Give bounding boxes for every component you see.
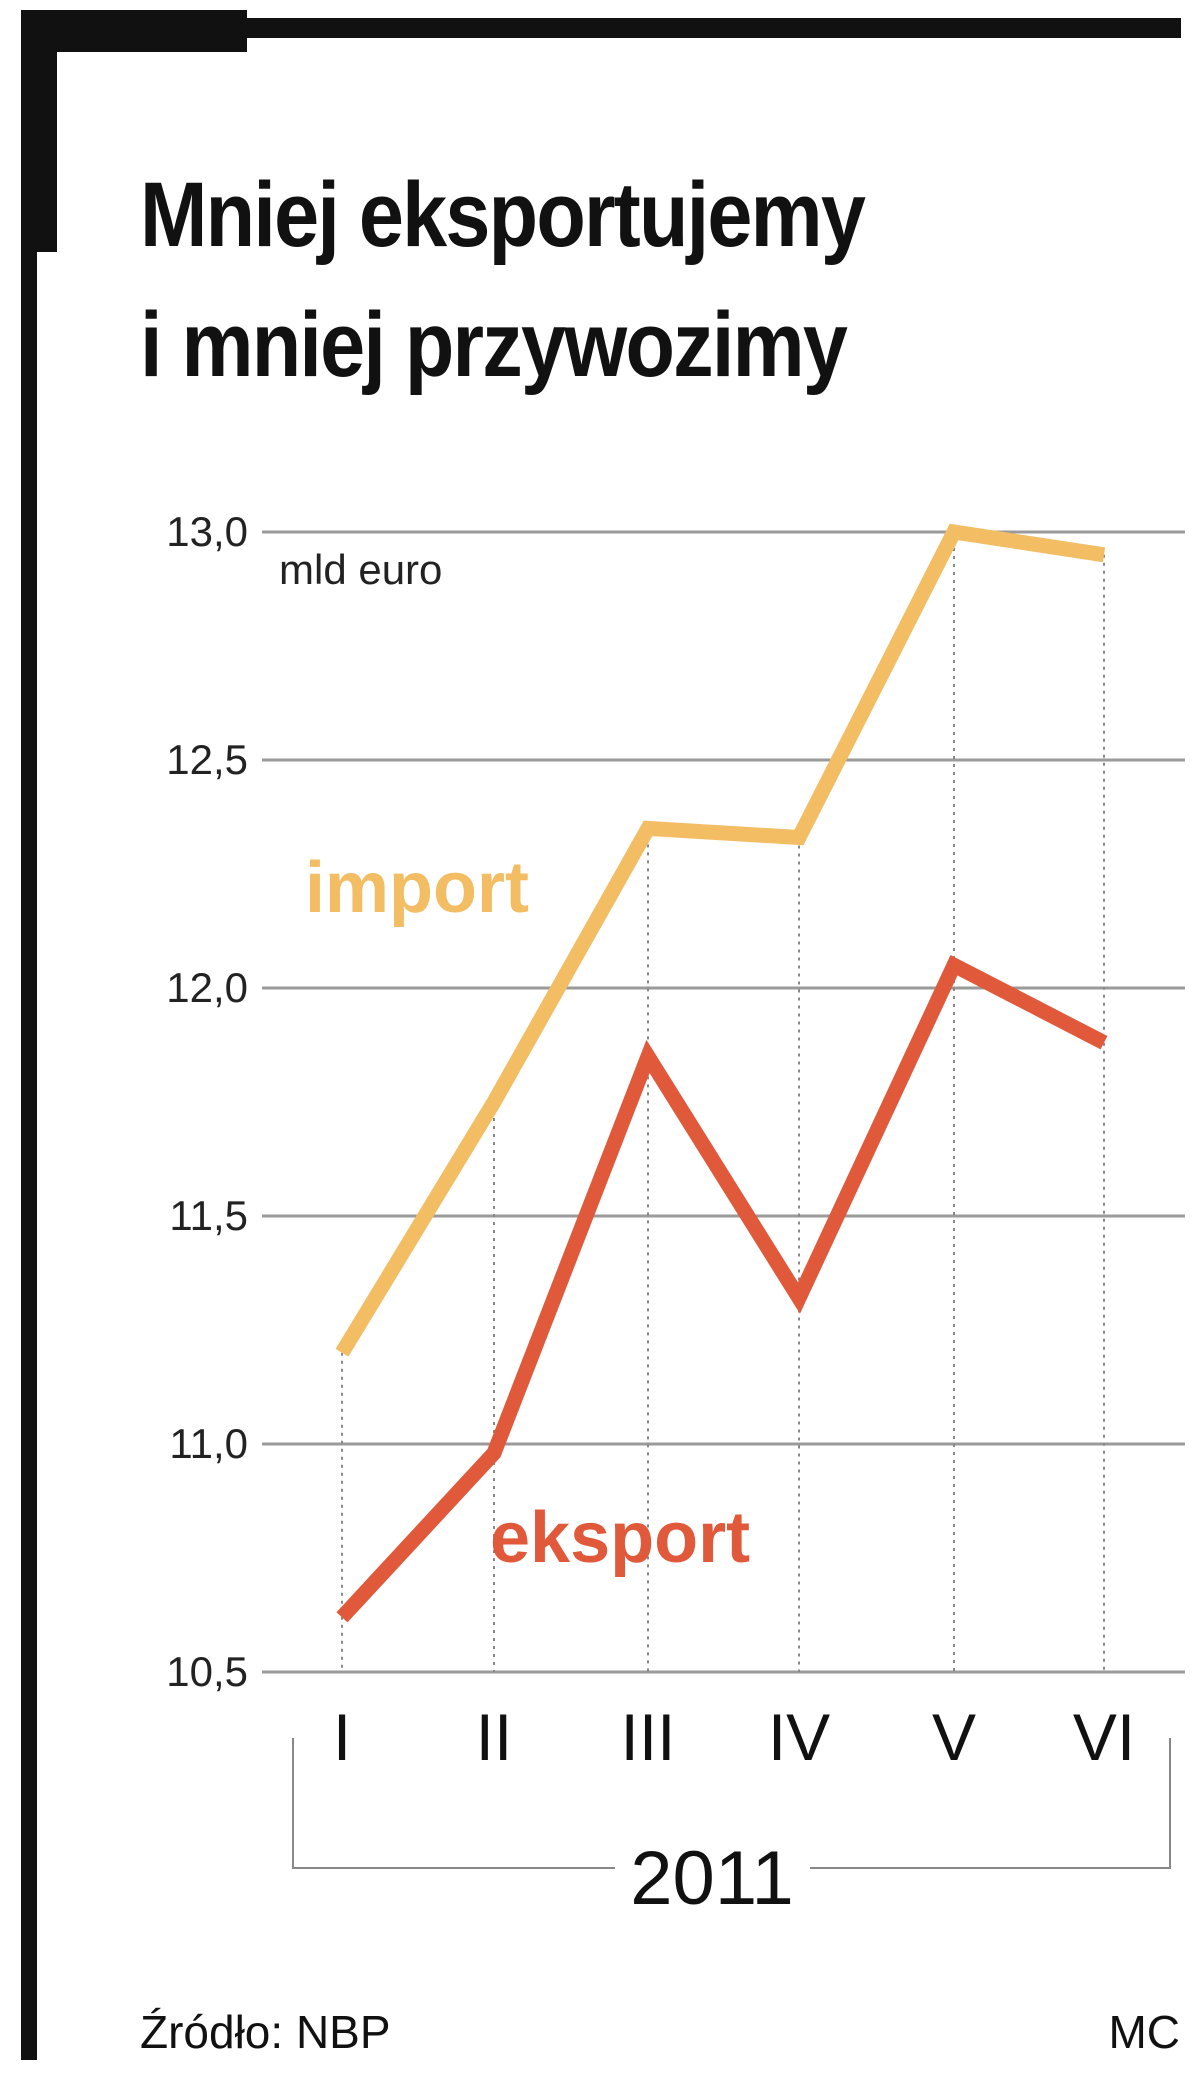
x-group-label: 2011: [630, 1836, 793, 1921]
grid-lines: [262, 530, 1185, 1674]
series-lines: [335, 523, 1108, 1623]
chart-title-line-2: i mniej przywozimy: [140, 294, 848, 396]
x-tick-label: IV: [768, 1700, 830, 1774]
chart-title-line-1: Mniej eksportujemy: [140, 164, 866, 266]
unit-label: mld euro: [279, 546, 442, 593]
y-tick-label: 10,5: [166, 1648, 248, 1695]
x-tick-label: V: [932, 1700, 976, 1774]
y-axis-tick-labels: 13,0 12,5 12,0 11,5 11,0 10,5: [166, 508, 248, 1695]
credit-note: MC: [1108, 2006, 1180, 2058]
y-tick-label: 12,0: [166, 964, 248, 1011]
series-labels: import eksport: [305, 848, 750, 1578]
series-line-import: [335, 523, 1106, 1357]
series-line-eksport: [336, 954, 1108, 1623]
source-note: Źródło: NBP: [140, 2006, 391, 2058]
y-tick-label: 11,5: [169, 1192, 248, 1239]
frame-vertical-bar: [21, 10, 37, 2060]
chart-title: Mniej eksportujemy i mniej przywozimy: [140, 150, 1038, 410]
series-label-eksport: eksport: [490, 1498, 750, 1578]
category-guide-lines: [341, 532, 1105, 1672]
y-tick-label: 13,0: [166, 508, 248, 555]
frame-top-thin-bar: [21, 18, 1181, 38]
x-tick-label: VI: [1073, 1700, 1135, 1774]
series-label-import: import: [305, 848, 529, 928]
x-axis-tick-labels: I II III IV V VI: [333, 1700, 1135, 1774]
x-tick-label: III: [620, 1700, 675, 1774]
y-tick-label: 12,5: [166, 736, 248, 783]
y-tick-label: 11,0: [169, 1420, 248, 1467]
x-tick-label: II: [476, 1700, 513, 1774]
x-tick-label: I: [333, 1700, 351, 1774]
year-bracket: [292, 1738, 1171, 1869]
